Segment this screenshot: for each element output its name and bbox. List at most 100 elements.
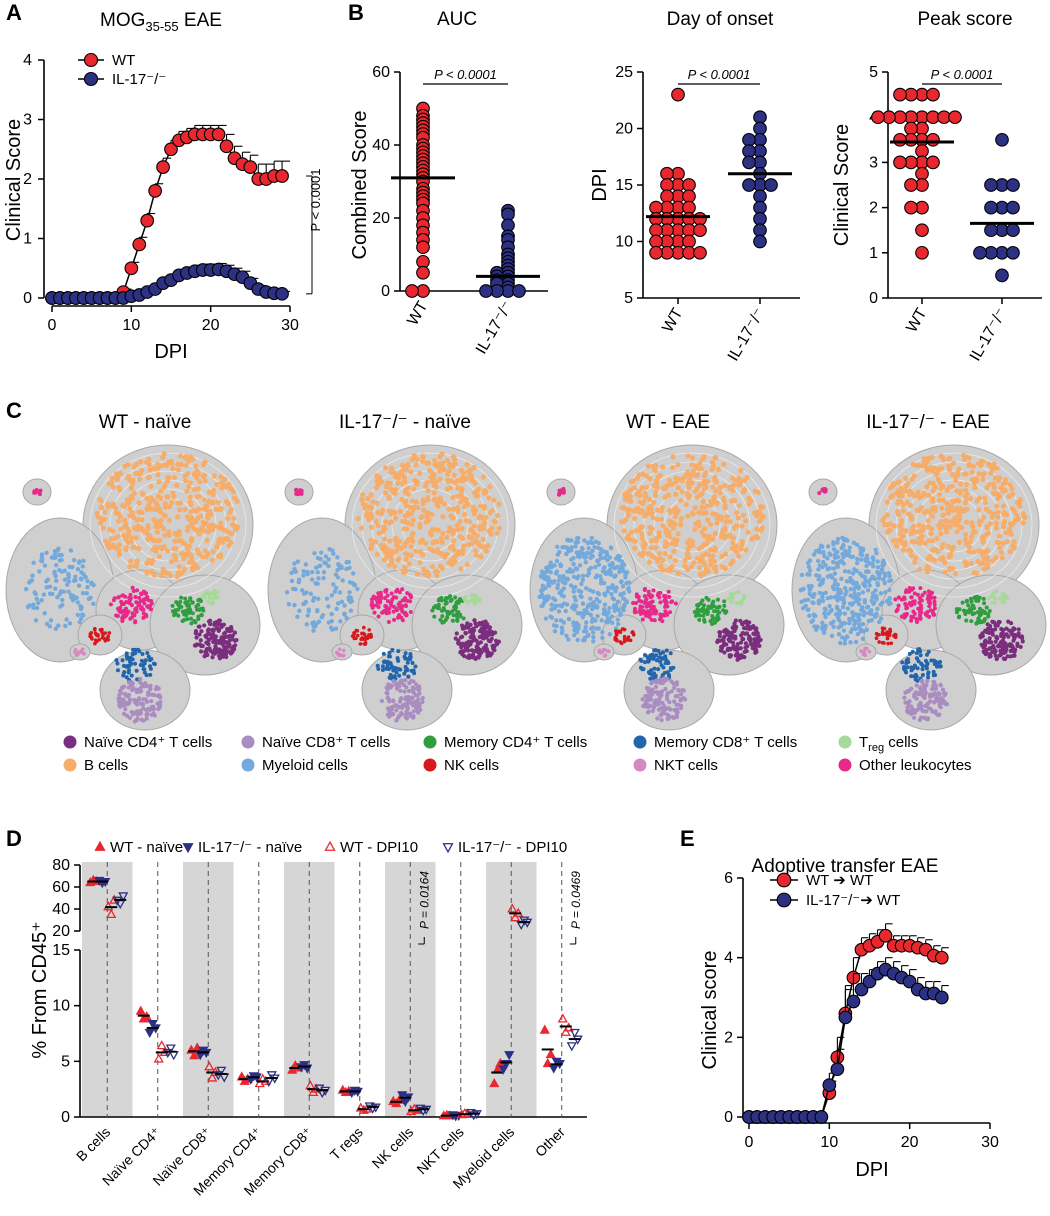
tsne-cell-dot	[302, 591, 307, 596]
tsne-cell-dot	[550, 596, 556, 601]
tsne-cell-dot	[36, 600, 41, 606]
tsne-cell-dot	[41, 592, 47, 597]
tsne-cell-dot	[216, 540, 222, 546]
tsne-cell-dot	[403, 603, 408, 608]
tsne-cell-dot	[120, 658, 125, 663]
tsne-cell-dot	[185, 546, 191, 552]
tsne-cell-dot	[309, 577, 315, 582]
tsne-cell-dot	[155, 493, 161, 499]
b-data-point	[512, 284, 526, 298]
tsne-cell-dot	[138, 708, 143, 714]
tsne-cell-dot	[651, 604, 656, 609]
tsne-cell-dot	[991, 461, 997, 467]
tsne-cell-dot	[574, 621, 579, 626]
tsne-cell-dot	[665, 660, 670, 665]
tsne-cell-dot	[188, 538, 194, 544]
tsne-cell-dot	[64, 582, 70, 588]
tsne-cell-dot	[144, 495, 150, 502]
tsne-cell-dot	[696, 510, 702, 516]
tsne-cell-dot	[997, 493, 1003, 499]
tsne-cell-dot	[836, 618, 842, 623]
tsne-cell-dot	[142, 670, 147, 675]
tsne-cell-dot	[68, 548, 74, 553]
b-xtick-label: WT	[659, 305, 686, 335]
tsne-cell-dot	[978, 609, 983, 614]
tsne-cell-dot	[574, 536, 580, 541]
tsne-cell-dot	[938, 531, 944, 537]
tsne-cell-dot	[830, 559, 836, 565]
tsne-cell-dot	[489, 508, 495, 514]
tsne-cell-dot	[912, 559, 918, 565]
tsne-cell-dot	[373, 518, 380, 524]
tsne-cell-dot	[566, 546, 571, 551]
tsne-cell-dot	[645, 463, 651, 469]
tsne-cell-dot	[757, 643, 762, 648]
tsne-cell-dot	[623, 575, 628, 580]
tsne-cell-dot	[963, 519, 970, 525]
tsne-cell-dot	[213, 643, 218, 649]
tsne-cell-dot	[406, 688, 412, 694]
tsne-cell-dot	[365, 635, 370, 640]
tsne-cell-dot	[93, 638, 98, 642]
tsne-cell-dot	[215, 647, 220, 652]
tsne-cell-dot	[368, 537, 374, 543]
tsne-cell-dot	[998, 485, 1004, 491]
tsne-cell-dot	[734, 624, 739, 629]
tsne-cell-dot	[199, 553, 206, 560]
tsne-cell-dot	[454, 631, 459, 636]
b-data-point	[742, 178, 756, 192]
tsne-cell-dot	[396, 649, 401, 654]
tsne-cell-dot	[352, 636, 357, 641]
tsne-cell-dot	[831, 586, 836, 591]
tsne-cell-dot	[645, 550, 652, 557]
tsne-cell-dot	[817, 563, 823, 568]
tsne-cell-dot	[590, 541, 595, 546]
tsne-cell-dot	[859, 573, 865, 579]
tsne-cell-dot	[675, 531, 681, 537]
tsne-cell-dot	[729, 498, 735, 504]
tsne-cell-dot	[91, 601, 96, 607]
tsne-cell-dot	[675, 702, 681, 707]
tsne-cell-dot	[673, 708, 678, 713]
tsne-cell-dot	[845, 606, 851, 611]
tsne-cell-dot	[370, 499, 376, 505]
tsne-cell-dot	[149, 598, 154, 603]
tsne-cell-dot	[131, 544, 137, 550]
tsne-cell-dot	[450, 609, 455, 614]
tsne-cell-dot	[625, 536, 632, 543]
tsne-cell-dot	[576, 552, 582, 557]
b-xtick-label: WT	[903, 305, 930, 335]
tsne-cell-dot	[148, 666, 153, 671]
tsne-cell-dot	[178, 461, 184, 468]
tsne-cell-dot	[870, 555, 876, 560]
tsne-contour	[77, 614, 123, 656]
tsne-cell-dot	[386, 620, 391, 625]
tsne-cell-dot	[570, 605, 575, 610]
tsne-cell-dot	[141, 615, 146, 620]
tsne-cell-dot	[115, 661, 120, 666]
tsne-cell-dot	[160, 570, 166, 576]
a-xtick-label: 20	[202, 317, 220, 334]
tsne-cell-dot	[676, 687, 681, 693]
tsne-cell-dot	[210, 635, 215, 640]
tsne-cell-dot	[667, 554, 673, 560]
tsne-cell-dot	[654, 678, 659, 683]
tsne-cell-dot	[667, 509, 673, 515]
tsne-cell-dot	[579, 545, 585, 551]
tsne-cell-dot	[692, 609, 697, 614]
tsne-cell-dot	[138, 686, 143, 691]
tsne-cell-dot	[831, 619, 836, 624]
panel-e-title: Adoptive transfer EAE	[752, 856, 939, 877]
tsne-cell-dot	[408, 678, 414, 684]
tsne-cell-dot	[403, 550, 409, 557]
tsne-cell-dot	[436, 598, 441, 603]
panel-e-ylabel: Clinical score	[699, 951, 721, 1070]
tsne-cell-dot	[685, 453, 691, 459]
tsne-cell-dot	[940, 542, 946, 548]
tsne-cell-dot	[433, 479, 439, 485]
tsne-cell-dot	[870, 591, 876, 596]
tsne-cell-dot	[919, 603, 924, 608]
tsne-cell-dot	[939, 505, 945, 511]
tsne-cell-dot	[962, 493, 968, 499]
tsne-cell-dot	[639, 535, 645, 541]
